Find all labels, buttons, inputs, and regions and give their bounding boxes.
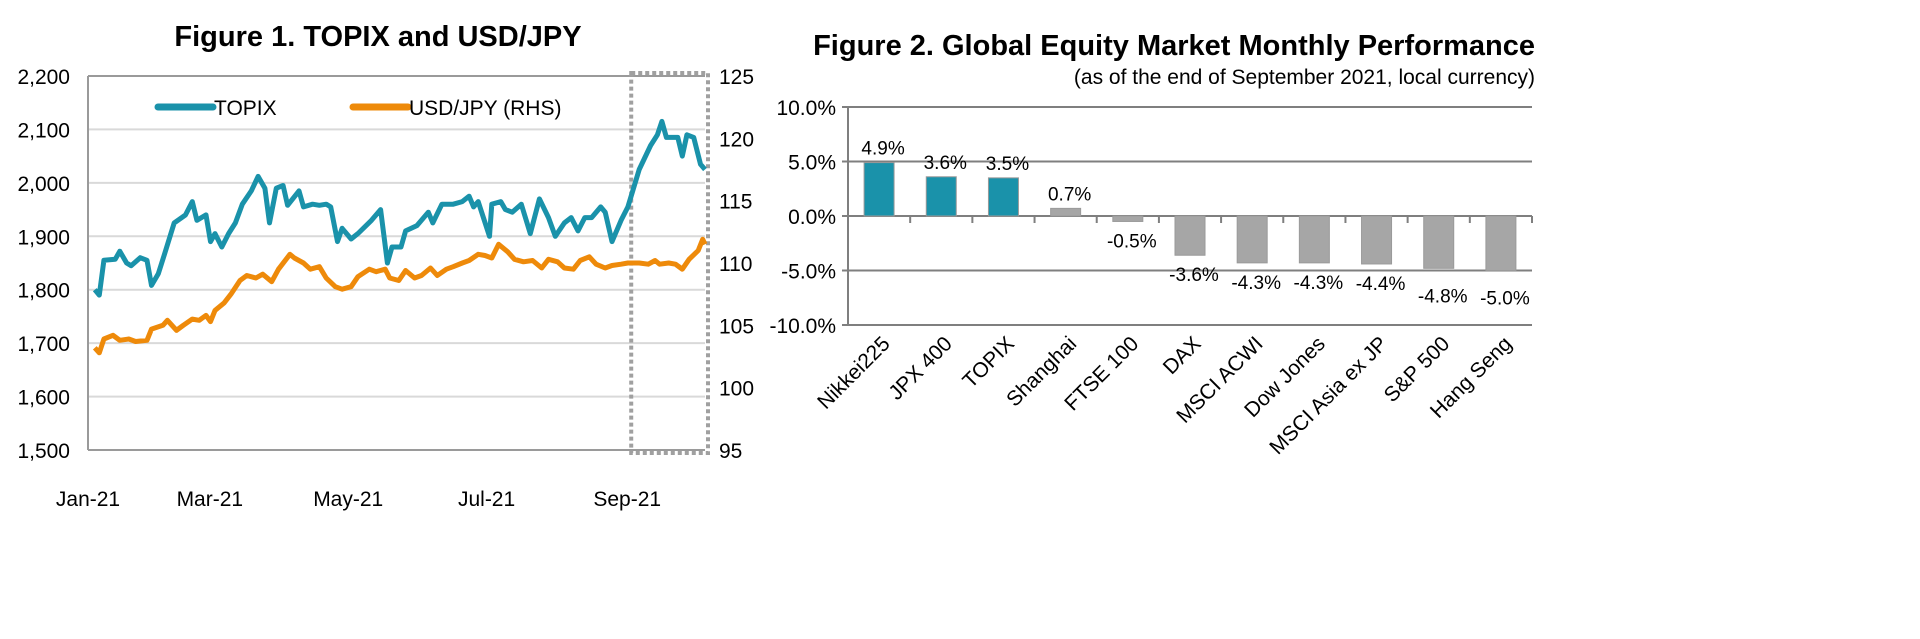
data-label: 3.6% (924, 153, 967, 174)
category-label: DAX (1159, 332, 1206, 379)
y-right-tick-label: 100 (719, 378, 754, 401)
bar (1423, 215, 1455, 269)
y-right-tick-label: 125 (719, 66, 754, 89)
data-label: -0.5% (1107, 231, 1157, 252)
bar (1361, 215, 1393, 265)
bar (1236, 215, 1268, 264)
y-left-tick-label: 1,900 (17, 226, 70, 249)
y-left-tick-label: 1,800 (17, 280, 70, 303)
y-left-tick-label: 1,600 (17, 387, 70, 410)
x-tick-label: Jan-21 (56, 488, 120, 511)
category-label: TOPIX (958, 332, 1019, 393)
category-label: MSCI Asia ex JP (1265, 332, 1392, 459)
legend-label: USD/JPY (RHS) (409, 97, 561, 120)
x-tick-label: May-21 (313, 488, 383, 511)
data-label: -5.0% (1480, 289, 1530, 310)
bar (987, 177, 1019, 217)
bar (1174, 215, 1206, 256)
data-label: -4.8% (1418, 286, 1468, 307)
data-label: -4.4% (1356, 274, 1406, 295)
x-tick-label: Sep-21 (593, 488, 661, 511)
y-right-tick-label: 110 (719, 253, 752, 276)
y-right-tick-label: 115 (719, 191, 752, 214)
figure1-title: Figure 1. TOPIX and USD/JPY (174, 21, 581, 53)
y-left-tick-label: 2,200 (17, 66, 70, 89)
x-tick-label: Mar-21 (177, 488, 244, 511)
y-tick-label: 10.0% (776, 97, 836, 120)
x-tick-label: Jul-21 (458, 488, 515, 511)
y-right-tick-label: 120 (719, 128, 754, 151)
y-left-tick-label: 1,500 (17, 440, 70, 463)
figure1-chart: 1,500 1,600 1,700 1,800 1,900 2,000 2,100 2,200… (17, 66, 754, 511)
usdjpy-line (92, 236, 708, 356)
bar (1485, 215, 1517, 271)
y-tick-label: 5.0% (788, 152, 836, 175)
y-tick-label: -10.0% (769, 315, 836, 338)
y-left-tick-label: 2,000 (17, 173, 70, 196)
bar (1298, 215, 1330, 264)
y-left-tick-label: 2,100 (17, 119, 70, 142)
legend-label: TOPIX (214, 97, 277, 120)
topix-line (92, 118, 707, 298)
figure2-title: Figure 2. Global Equity Market Monthly P… (813, 30, 1535, 62)
category-label: JPX 400 (884, 332, 956, 404)
y-right-tick-label: 105 (719, 315, 754, 338)
bar (863, 162, 895, 217)
figure2-subtitle: (as of the end of September 2021, local … (1074, 66, 1535, 89)
data-label: -4.3% (1231, 273, 1281, 294)
category-label: Nikkei225 (813, 332, 894, 413)
y-left-tick-label: 1,700 (17, 333, 70, 356)
data-label: 3.5% (986, 154, 1029, 175)
bar (1050, 207, 1082, 217)
y-right-tick-label: 95 (719, 440, 742, 463)
bar (1112, 215, 1144, 222)
y-tick-label: -5.0% (781, 261, 836, 284)
data-label: 0.7% (1048, 184, 1091, 205)
data-label: 4.9% (861, 139, 904, 160)
data-label: -4.3% (1294, 273, 1344, 294)
bar (925, 176, 957, 217)
y-tick-label: 0.0% (788, 206, 836, 229)
data-label: -3.6% (1169, 265, 1219, 286)
figure2-chart: -10.0% -5.0% 0.0% 5.0% 10.0% 4.9% Nikkei225 3.6… (769, 97, 1533, 459)
